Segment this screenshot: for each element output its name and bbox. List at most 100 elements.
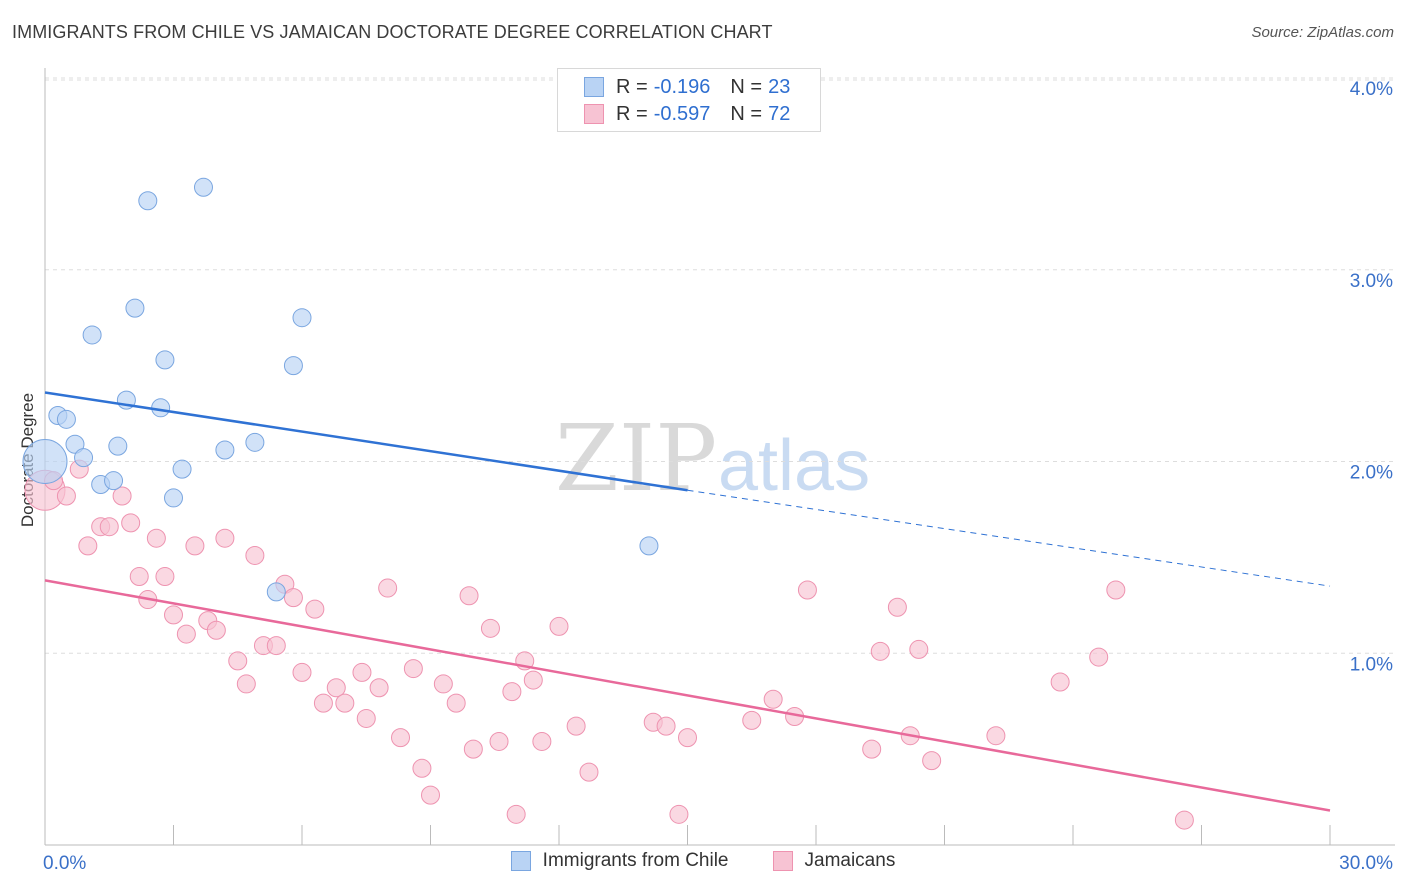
jamaican-point — [391, 728, 411, 748]
chile-point — [155, 350, 175, 370]
jamaican-point — [1050, 672, 1070, 692]
chile-point — [125, 298, 145, 318]
jamaican-point — [412, 758, 432, 778]
chile-point — [266, 582, 286, 602]
jamaican-point — [236, 674, 256, 694]
jamaican-point — [99, 517, 119, 537]
jamaican-point — [369, 678, 389, 698]
jamaican-point — [215, 528, 235, 548]
jamaican-point — [352, 662, 372, 682]
jamaican-point — [176, 624, 196, 644]
jamaican-point — [489, 731, 509, 751]
y-tick-label: 2.0% — [1350, 463, 1393, 484]
legend-n-value: 23 — [768, 75, 791, 98]
jamaican-point — [146, 528, 166, 548]
jamaican-point — [579, 762, 599, 782]
jamaican-point — [121, 513, 141, 533]
correlation-legend: R = -0.196 N = 23 R = -0.597 N = 72 — [557, 68, 821, 132]
jamaican-point — [909, 639, 929, 659]
legend-item-jamaicans[interactable]: Jamaicans — [772, 850, 896, 872]
jamaican-point — [129, 567, 149, 587]
jamaican-point — [523, 670, 543, 690]
jamaican-point — [433, 674, 453, 694]
jamaican-point — [266, 636, 286, 656]
jamaican-point — [502, 682, 522, 702]
jamaican-trend-line — [44, 579, 1331, 812]
chile-trend-line — [44, 391, 688, 492]
chile-point — [65, 434, 85, 454]
jamaican-point — [532, 731, 552, 751]
jamaican-point — [986, 726, 1006, 746]
jamaican-point — [678, 728, 697, 748]
jamaican-point — [459, 586, 479, 606]
jamaican-point — [480, 618, 500, 638]
jamaican-point — [887, 597, 907, 617]
jamaican-point — [112, 486, 132, 506]
chile-point — [164, 488, 183, 508]
chile-point — [138, 191, 158, 211]
jamaican-point — [421, 785, 440, 805]
chile-point — [172, 459, 192, 479]
jamaican-point — [549, 616, 569, 636]
jamaican-point — [566, 716, 586, 736]
jamaican-point — [206, 620, 226, 640]
jamaican-point — [228, 651, 248, 671]
chile-point — [639, 536, 659, 556]
jamaican-point — [446, 693, 466, 713]
chile-point — [292, 308, 312, 328]
x-tick-label: 0.0% — [43, 853, 86, 874]
jamaican-point — [669, 804, 689, 824]
legend-r-value: -0.196 — [653, 75, 711, 98]
jamaican-point — [742, 710, 762, 730]
jamaican-point — [292, 662, 312, 682]
legend-swatch-jamaicans — [584, 104, 604, 124]
jamaican-point — [797, 580, 817, 600]
series-legend: Immigrants from Chile Jamaicans — [0, 850, 1406, 872]
legend-row-chile: R = -0.196 N = 23 — [558, 74, 790, 100]
jamaican-point — [870, 641, 890, 661]
jamaican-point — [463, 739, 483, 759]
legend-n-label: N = — [730, 102, 763, 125]
y-tick-label: 4.0% — [1350, 79, 1393, 100]
chile-point — [82, 325, 102, 345]
jamaican-point — [922, 751, 942, 771]
chart-title: IMMIGRANTS FROM CHILE VS JAMAICAN DOCTOR… — [12, 22, 773, 42]
chile-point — [215, 440, 235, 460]
jamaican-point — [378, 578, 398, 598]
chile-point — [74, 448, 94, 468]
jamaican-point — [155, 567, 175, 587]
legend-swatch-jamaicans — [772, 851, 793, 871]
jamaican-point — [1106, 580, 1126, 600]
chile-trend-extension — [687, 489, 1331, 587]
jamaican-point — [185, 536, 205, 556]
jamaican-point — [1174, 810, 1194, 830]
jamaican-point — [164, 605, 183, 625]
x-tick-label: 30.0% — [1339, 853, 1393, 874]
jamaican-point — [78, 536, 98, 556]
jamaican-point — [283, 588, 303, 608]
legend-swatch-chile — [584, 77, 604, 97]
legend-swatch-chile — [510, 851, 531, 871]
legend-r-value: -0.597 — [653, 102, 711, 125]
jamaican-point — [56, 486, 76, 506]
chile-point — [193, 177, 213, 197]
jamaican-point — [335, 693, 355, 713]
jamaican-point — [326, 678, 346, 698]
jamaican-point — [313, 693, 333, 713]
legend-item-chile[interactable]: Immigrants from Chile — [510, 850, 729, 872]
chile-point — [283, 356, 303, 376]
jamaican-point — [305, 599, 325, 619]
jamaican-point — [1089, 647, 1109, 667]
legend-row-jamaicans: R = -0.597 N = 72 — [558, 101, 790, 127]
legend-r-label: R = — [616, 75, 648, 98]
source-label: Source: ZipAtlas.com — [1251, 24, 1394, 41]
chile-point — [245, 432, 265, 452]
y-tick-label: 3.0% — [1350, 271, 1393, 292]
legend-r-label: R = — [616, 102, 648, 125]
jamaican-point — [403, 659, 423, 679]
legend-label-jamaicans: Jamaicans — [804, 850, 896, 871]
jamaican-point — [356, 708, 376, 728]
chile-point — [56, 409, 76, 429]
chile-point — [108, 436, 128, 456]
